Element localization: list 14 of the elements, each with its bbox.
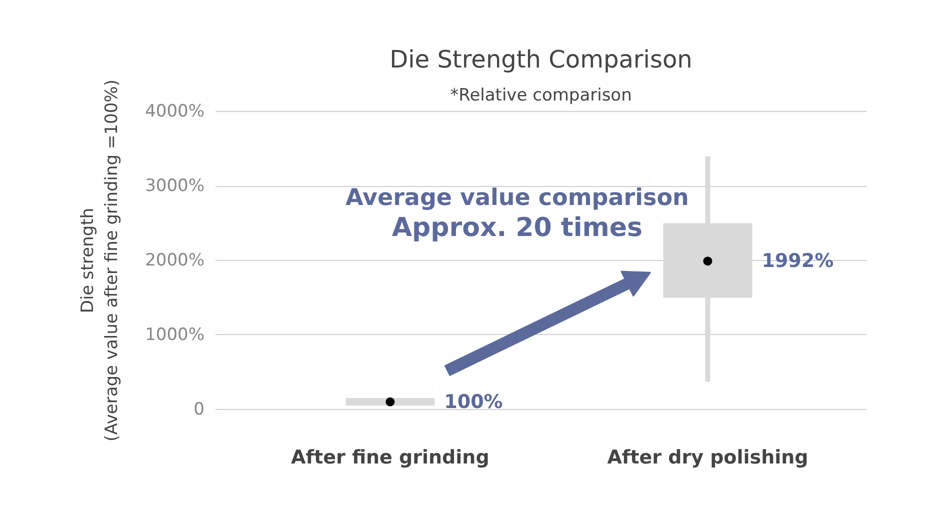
chart-title: Die Strength Comparison <box>390 46 692 74</box>
y-tick-label: 0 <box>194 399 205 420</box>
annotation: 100% <box>444 390 503 413</box>
y-axis-title: Die strength (Average value after fine grinding =100%) <box>78 80 122 442</box>
x-tick-label: After dry polishing <box>607 446 808 468</box>
annotation: Approx. 20 times <box>392 212 642 243</box>
y-tick-label: 4000% <box>145 102 205 122</box>
y-tick-label: 1000% <box>145 324 205 345</box>
chart-subtitle: *Relative comparison <box>450 86 632 106</box>
x-tick-label: After fine grinding <box>291 446 490 468</box>
y-tick-label: 2000% <box>145 250 205 270</box>
annotation: 1992% <box>762 250 834 272</box>
y-tick-label: 3000% <box>145 176 205 196</box>
annotation: Average value comparison <box>346 185 689 211</box>
